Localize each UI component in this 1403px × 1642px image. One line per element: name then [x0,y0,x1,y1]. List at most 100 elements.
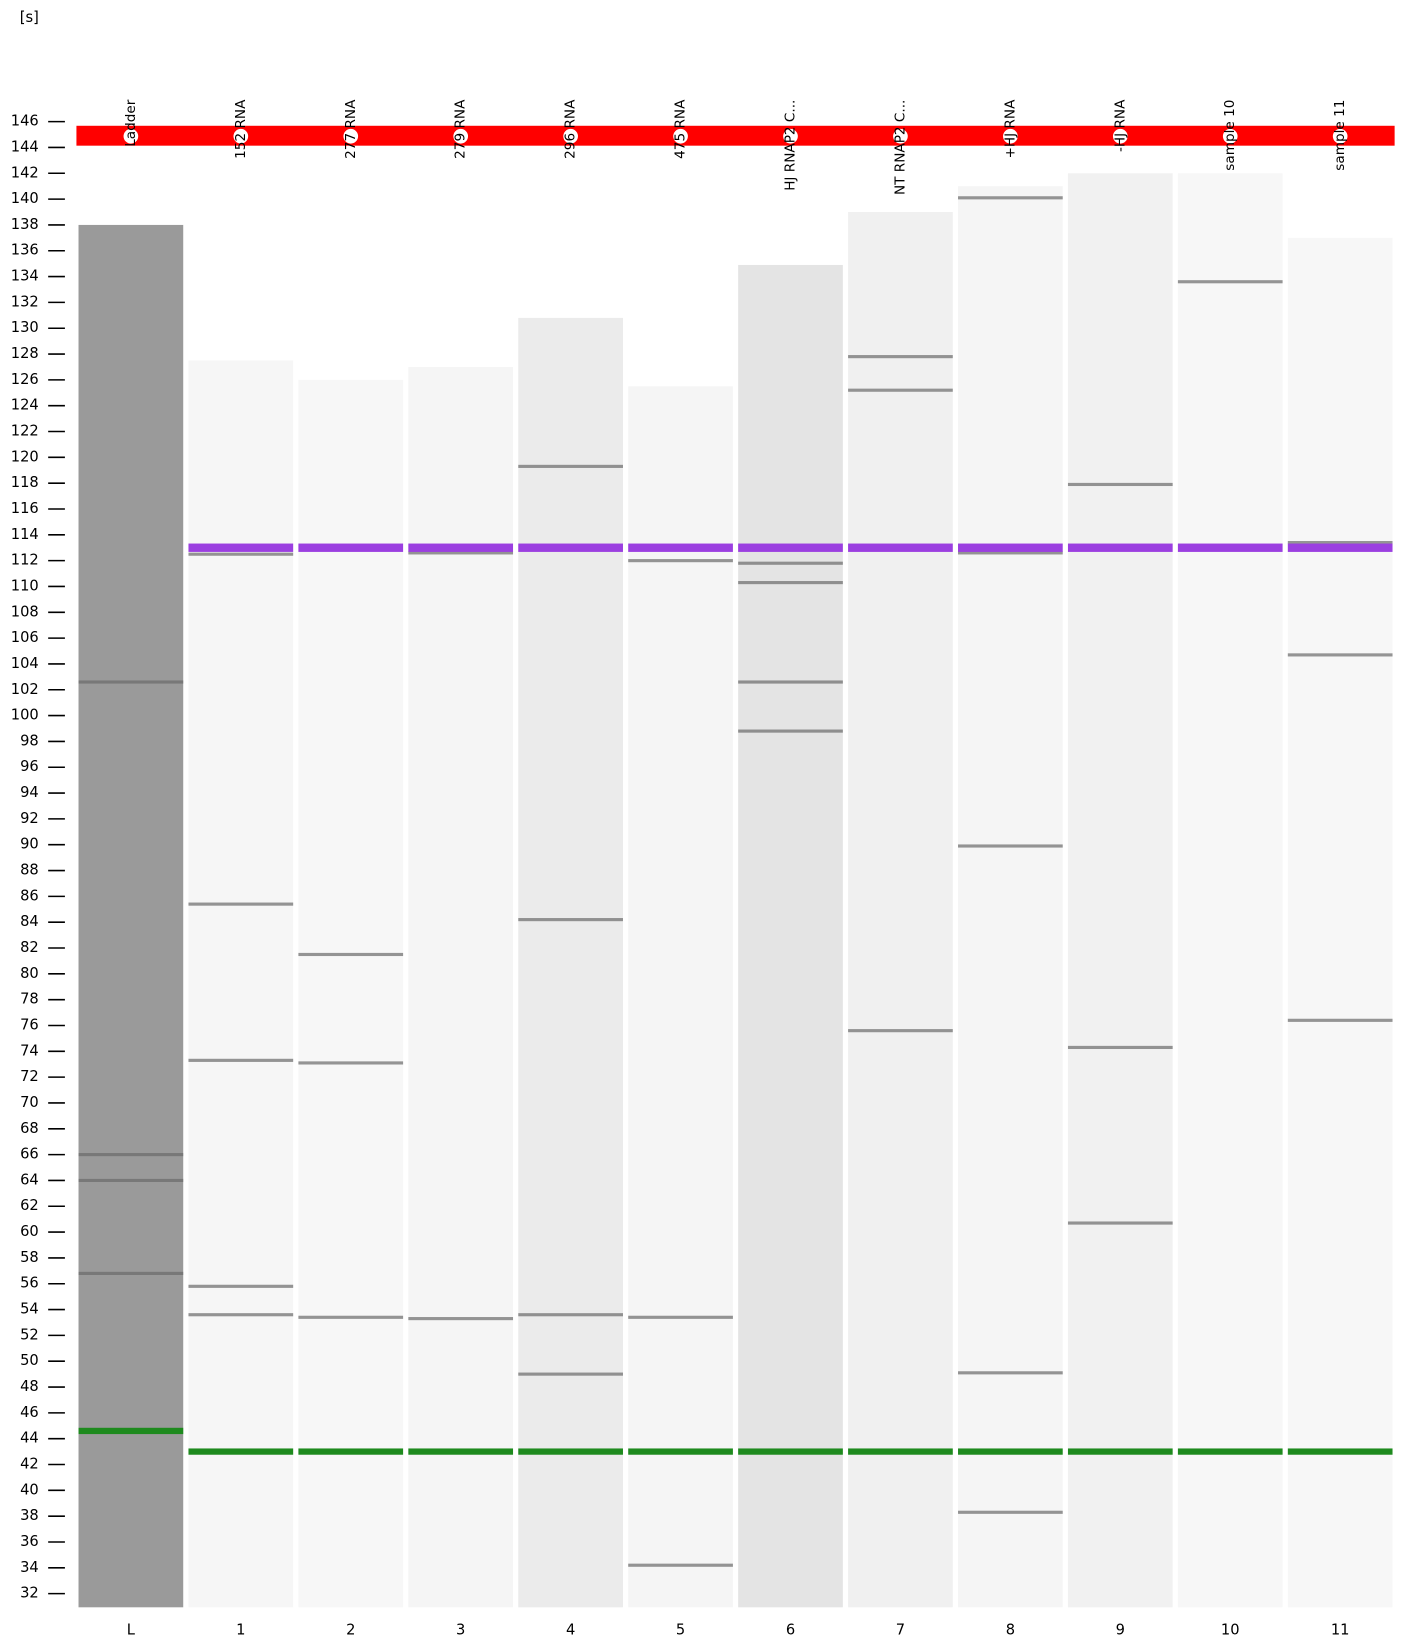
lane-name: HJ RNAP2 C... [782,100,798,191]
well-dot [783,128,798,144]
band [738,729,843,733]
y-tick-label: 138 [11,216,39,233]
y-tick-label: 110 [11,577,39,594]
upper-marker [188,543,294,552]
band [1287,1018,1393,1022]
y-tick-label: 144 [11,138,39,155]
lane-name: -HJ RNA [1112,99,1128,152]
lane-name: sample 11 [1332,100,1348,171]
band [848,1029,953,1033]
y-tick-label: 68 [20,1120,39,1137]
lane-name: 475 RNA [673,99,689,159]
well-dot [123,128,139,144]
lower-marker [1067,1448,1173,1455]
y-tick-label: 128 [11,345,39,362]
upper-marker [1287,543,1393,552]
band [628,559,733,563]
y-tick-label: 132 [11,293,39,310]
lower-marker [848,1448,953,1455]
band [518,918,623,922]
y-tick-label: 142 [11,164,39,181]
lane-smear [1067,173,1173,1608]
lower-marker [188,1448,294,1455]
band [958,196,1063,200]
upper-marker [518,543,623,552]
lane-number: 5 [676,1621,685,1638]
y-tick-label: 62 [20,1197,39,1214]
well-dot [1222,128,1238,144]
well-dot [1332,128,1348,144]
band [518,1372,623,1376]
band [188,1058,294,1062]
y-tick-label: 126 [11,371,39,388]
well-dot [233,128,249,144]
lower-marker [408,1448,514,1455]
lane-name: NT RNAP2 C... [892,100,908,195]
y-tick-label: 94 [20,784,39,801]
well-dot [1112,128,1128,144]
lane-number: 11 [1331,1621,1350,1638]
y-tick-label: 130 [11,319,39,336]
band [958,1371,1063,1375]
y-tick-label: 116 [11,500,39,517]
lower-marker [738,1448,843,1455]
upper-marker [848,543,953,552]
y-tick-label: 140 [11,190,39,207]
band [1287,653,1393,657]
well-dot [1003,128,1018,144]
lane-name: 296 RNA [563,99,579,159]
lane-number: 8 [1006,1621,1015,1638]
y-tick-label: 72 [20,1068,39,1085]
lane-smear [188,360,294,1608]
band [1177,280,1283,284]
y-tick-label: 42 [20,1456,39,1473]
y-tick-label: 118 [11,474,39,491]
lower-marker [78,1427,184,1435]
upper-marker [1177,543,1283,552]
band [408,551,514,555]
lane-smear [1287,237,1393,1608]
y-tick-label: 38 [20,1507,39,1524]
band [518,464,623,468]
well-dot [563,128,578,144]
lane-number: 9 [1116,1621,1125,1638]
lane-name: sample 10 [1222,100,1238,171]
y-tick-label: 50 [20,1352,39,1369]
band [1067,1221,1173,1225]
upper-marker [738,543,843,552]
band [738,561,843,565]
y-tick-label: 82 [20,939,39,956]
lane-name: 277 RNA [343,99,359,159]
y-tick-label: 108 [11,603,39,620]
lower-marker [628,1448,733,1455]
band [628,1563,733,1567]
band [78,1153,184,1157]
y-tick-label: 66 [20,1146,39,1163]
y-tick-label: 146 [11,113,39,130]
y-tick-label: 52 [20,1326,39,1343]
lane-smear [518,317,623,1608]
band [958,844,1063,848]
band [848,388,953,392]
lane-smear [738,264,843,1608]
band [188,1313,294,1317]
band [188,902,294,906]
band [1067,482,1173,487]
well-dot [893,128,908,144]
y-tick-label: 60 [20,1223,39,1240]
y-tick-label: 74 [20,1042,39,1059]
upper-marker [408,543,514,552]
lane-number: 4 [566,1621,575,1638]
y-tick-label: 98 [20,732,39,749]
lane-number: 10 [1221,1621,1240,1638]
band [958,551,1063,555]
y-tick-label: 96 [20,758,39,775]
lower-marker [1177,1448,1283,1455]
y-tick-label: 104 [11,655,39,672]
lane-smear [298,379,404,1608]
band [188,552,294,556]
marker-strip [76,125,1395,146]
y-tick-label: 84 [20,913,39,930]
lane-smear [958,186,1063,1608]
y-tick-label: 134 [11,268,39,285]
